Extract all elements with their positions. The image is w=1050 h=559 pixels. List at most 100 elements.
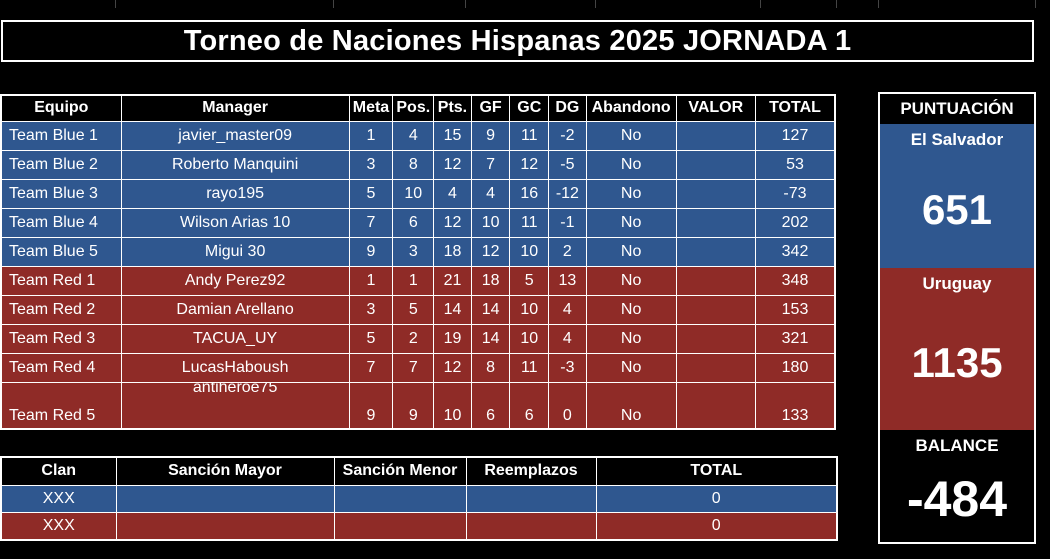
manager-cell: rayo195 <box>120 178 350 209</box>
total-cell: 348 <box>754 265 836 296</box>
team-cell: Team Blue 2 <box>0 149 122 180</box>
meta-cell: 3 <box>348 149 394 180</box>
meta-cell: 9 <box>348 381 394 429</box>
team-cell: Team Red 4 <box>0 352 122 383</box>
team2-score-box: Uruguay 1135 <box>880 268 1034 430</box>
gf-cell: 12 <box>470 236 511 267</box>
pts-cell: 10 <box>433 381 472 429</box>
table-row: Team Red 1 Andy Perez92 1 1 21 18 5 13 N… <box>0 265 836 296</box>
total-cell: 180 <box>754 352 836 383</box>
abandono-cell: No <box>585 120 677 151</box>
pts-cell: 12 <box>433 207 472 238</box>
abandono-cell: No <box>585 178 677 209</box>
manager-cell: javier_master09 <box>120 120 350 151</box>
dg-cell: -2 <box>548 120 587 151</box>
dg-cell: 2 <box>548 236 587 267</box>
total-cell: -73 <box>754 178 836 209</box>
standings-header-row: Equipo Manager Meta Pos. Pts. GF GC DG A… <box>0 94 836 122</box>
meta-cell: 5 <box>348 178 394 209</box>
col-header-reemplazos: Reemplazos <box>465 456 597 486</box>
gf-cell: 14 <box>470 294 511 325</box>
manager-cell-wrap: antiheroe75 <box>122 383 348 425</box>
col-header-pos: Pos. <box>392 94 435 122</box>
manager-cell: TACUA_UY <box>120 323 350 354</box>
pts-cell: 14 <box>433 294 472 325</box>
gf-cell: 10 <box>470 207 511 238</box>
meta-cell: 7 <box>348 352 394 383</box>
gc-cell: 11 <box>509 207 550 238</box>
table-row: Team Blue 1 javier_master09 1 4 15 9 11 … <box>0 120 836 151</box>
gf-cell: 7 <box>470 149 511 180</box>
gc-cell: 11 <box>509 352 550 383</box>
clan-total-cell: 0 <box>595 484 838 513</box>
pos-cell: 1 <box>392 265 435 296</box>
dg-cell: 4 <box>548 323 587 354</box>
meta-cell: 3 <box>348 294 394 325</box>
meta-cell: 9 <box>348 236 394 267</box>
team1-score-box: El Salvador 651 <box>880 124 1034 268</box>
total-cell: 133 <box>754 381 836 429</box>
pts-cell: 21 <box>433 265 472 296</box>
gc-cell: 10 <box>509 323 550 354</box>
sancion-menor-cell <box>333 511 467 540</box>
team-cell: Team Blue 5 <box>0 236 122 267</box>
valor-cell <box>675 352 756 383</box>
clan-table: Clan Sanción Mayor Sanción Menor Reempla… <box>0 456 838 541</box>
manager-cell: LucasHaboush <box>120 352 350 383</box>
pts-cell: 18 <box>433 236 472 267</box>
pts-cell: 12 <box>433 149 472 180</box>
table-row: Team Blue 4 Wilson Arias 10 7 6 12 10 11… <box>0 207 836 238</box>
gf-cell: 9 <box>470 120 511 151</box>
reemplazos-cell <box>465 484 597 513</box>
col-header-pts: Pts. <box>433 94 472 122</box>
team-cell: Team Blue 3 <box>0 178 122 209</box>
valor-cell <box>675 120 756 151</box>
col-header-meta: Meta <box>348 94 394 122</box>
manager-cell: Andy Perez92 <box>120 265 350 296</box>
sancion-mayor-cell <box>115 484 335 513</box>
meta-cell: 1 <box>348 120 394 151</box>
pos-cell: 9 <box>392 381 435 429</box>
team-cell: Team Red 5 <box>0 381 122 429</box>
abandono-cell: No <box>585 323 677 354</box>
valor-cell <box>675 381 756 429</box>
team1-name: El Salvador <box>910 130 1004 149</box>
valor-cell <box>675 207 756 238</box>
valor-cell <box>675 236 756 267</box>
clan-total-cell: 0 <box>595 511 838 540</box>
dg-cell: 0 <box>548 381 587 429</box>
table-row: Team Red 2 Damian Arellano 3 5 14 14 10 … <box>0 294 836 325</box>
gf-cell: 6 <box>470 381 511 429</box>
col-header-valor: VALOR <box>675 94 756 122</box>
abandono-cell: No <box>585 381 677 429</box>
meta-cell: 5 <box>348 323 394 354</box>
pos-cell: 4 <box>392 120 435 151</box>
gf-cell: 8 <box>470 352 511 383</box>
balance-label: BALANCE <box>915 436 999 455</box>
team1-score: 651 <box>921 186 993 233</box>
col-header-manager: Manager <box>120 94 350 122</box>
table-row: Team Blue 3 rayo195 5 10 4 4 16 -12 No -… <box>0 178 836 209</box>
table-row: XXX 0 <box>0 484 838 513</box>
col-header-dg: DG <box>548 94 587 122</box>
sancion-mayor-cell <box>115 511 335 540</box>
col-header-equipo: Equipo <box>0 94 122 122</box>
table-row: Team Blue 2 Roberto Manquini 3 8 12 7 12… <box>0 149 836 180</box>
clan-cell: XXX <box>0 511 117 540</box>
col-header-gc: GC <box>509 94 550 122</box>
clan-header-row: Clan Sanción Mayor Sanción Menor Reempla… <box>0 456 838 486</box>
dg-cell: -5 <box>548 149 587 180</box>
gc-cell: 6 <box>509 381 550 429</box>
abandono-cell: No <box>585 265 677 296</box>
total-cell: 321 <box>754 323 836 354</box>
pos-cell: 10 <box>392 178 435 209</box>
team-cell: Team Blue 4 <box>0 207 122 238</box>
meta-cell: 7 <box>348 207 394 238</box>
pos-cell: 5 <box>392 294 435 325</box>
clan-cell: XXX <box>0 484 117 513</box>
total-cell: 202 <box>754 207 836 238</box>
team-cell: Team Blue 1 <box>0 120 122 151</box>
gc-cell: 11 <box>509 120 550 151</box>
table-row: Team Red 5 antiheroe75 9 9 10 6 6 0 No 1… <box>0 381 836 429</box>
gf-cell: 4 <box>470 178 511 209</box>
